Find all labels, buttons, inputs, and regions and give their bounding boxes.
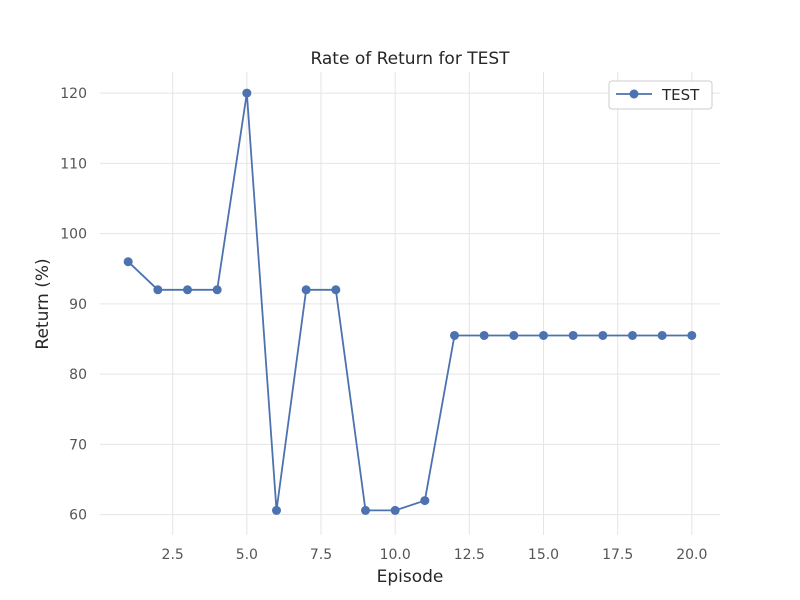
series-lines bbox=[127, 92, 692, 512]
x-tick-label: 7.5 bbox=[310, 547, 332, 563]
x-tick-labels: 2.5 5.0 7.5 10.0 12.5 15.0 17.5 20.0 bbox=[162, 547, 708, 563]
series-markers bbox=[123, 88, 697, 515]
x-axis-label: Episode bbox=[377, 567, 444, 587]
data-point bbox=[301, 285, 311, 295]
legend-label: TEST bbox=[661, 86, 700, 104]
data-point bbox=[598, 330, 608, 340]
data-point bbox=[361, 505, 371, 515]
data-point bbox=[212, 285, 222, 295]
data-point bbox=[627, 330, 637, 340]
x-tick-label: 20.0 bbox=[676, 547, 707, 563]
data-point bbox=[183, 285, 193, 295]
legend-marker-sample bbox=[629, 89, 639, 99]
data-point bbox=[687, 330, 697, 340]
legend: TEST bbox=[608, 80, 713, 110]
data-point bbox=[657, 330, 667, 340]
y-tick-label: 110 bbox=[60, 156, 87, 172]
x-tick-label: 17.5 bbox=[602, 547, 633, 563]
data-point bbox=[242, 88, 252, 98]
y-tick-label: 100 bbox=[60, 227, 87, 243]
series-line-test bbox=[127, 92, 692, 512]
data-point bbox=[390, 505, 400, 515]
grid bbox=[100, 72, 720, 535]
x-tick-label: 15.0 bbox=[528, 547, 559, 563]
data-point bbox=[123, 257, 133, 267]
x-tick-label: 10.0 bbox=[380, 547, 411, 563]
data-point bbox=[331, 285, 341, 295]
chart-title: Rate of Return for TEST bbox=[310, 49, 510, 69]
y-axis-label: Return (%) bbox=[33, 258, 53, 349]
data-point bbox=[509, 330, 519, 340]
y-tick-label: 120 bbox=[60, 86, 87, 102]
legend-box bbox=[608, 80, 713, 110]
y-tick-labels: 60 70 80 90 100 110 120 bbox=[60, 86, 87, 524]
data-point bbox=[538, 330, 548, 340]
data-point bbox=[479, 330, 489, 340]
data-point bbox=[272, 505, 282, 515]
y-tick-label: 80 bbox=[69, 367, 87, 383]
data-point bbox=[153, 285, 163, 295]
x-tick-label: 12.5 bbox=[454, 547, 485, 563]
y-tick-label: 60 bbox=[69, 508, 87, 524]
x-tick-label: 2.5 bbox=[162, 547, 184, 563]
data-point bbox=[449, 330, 459, 340]
data-point bbox=[420, 496, 430, 506]
data-point bbox=[568, 330, 578, 340]
x-tick-label: 5.0 bbox=[236, 547, 258, 563]
y-tick-label: 70 bbox=[69, 437, 87, 453]
y-tick-label: 90 bbox=[69, 297, 87, 313]
